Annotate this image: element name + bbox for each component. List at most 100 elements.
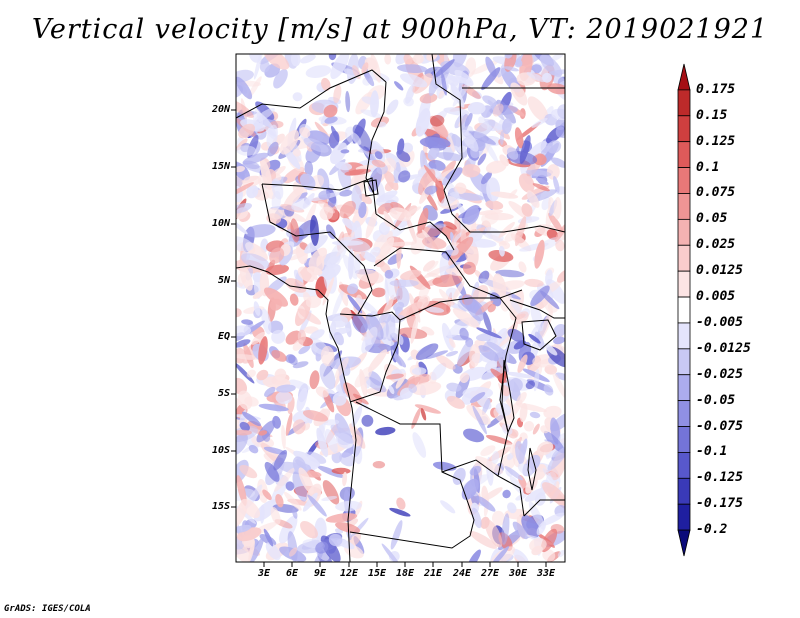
field-blob [495, 269, 525, 278]
field-blob [320, 345, 335, 367]
field-blob [457, 339, 473, 367]
field-blob [443, 221, 457, 230]
field-blob [275, 391, 293, 405]
field-blob [428, 159, 446, 171]
field-blob [292, 148, 302, 157]
field-blob [445, 268, 465, 277]
field-blob [394, 81, 404, 91]
field-blob [446, 382, 462, 392]
field-blob [384, 279, 389, 306]
field-blob [423, 164, 442, 189]
field-blob [292, 471, 308, 502]
field-blob [539, 310, 553, 341]
field-blob [453, 192, 484, 201]
field-blob [477, 209, 504, 216]
field-blob [502, 489, 511, 499]
field-blob [244, 224, 276, 238]
field-blob [507, 502, 517, 514]
field-blob [547, 140, 562, 154]
field-blob [371, 287, 386, 298]
field-blob [240, 253, 270, 270]
field-blob [389, 279, 419, 287]
field-blob [547, 446, 565, 471]
field-blob [370, 90, 379, 118]
field-blob [352, 124, 372, 152]
field-blob [430, 115, 445, 127]
field-blob [502, 118, 512, 135]
field-blob [535, 177, 549, 185]
field-blob [542, 72, 552, 83]
field-blob [374, 259, 385, 268]
field-blob [271, 349, 287, 362]
field-blob [453, 232, 464, 244]
field-blob [484, 519, 503, 548]
field-blob [374, 151, 383, 160]
lon-label-18e: 18E [395, 568, 415, 579]
field-blob [446, 395, 465, 409]
field-blob [293, 450, 321, 467]
border-mozambique [523, 499, 565, 517]
field-blob [317, 465, 345, 478]
field-blob [333, 84, 342, 104]
colorbar-label: -0.05 [696, 392, 736, 408]
field-blob [291, 197, 312, 211]
borders [236, 54, 565, 562]
field-blob [462, 386, 494, 400]
field-blob [485, 200, 504, 210]
field-blob [315, 276, 328, 299]
field-blob [469, 465, 482, 476]
field-blob [501, 513, 510, 545]
field-blob [472, 284, 489, 304]
field-blob [239, 421, 250, 432]
field-blob [553, 196, 562, 220]
colorbar-cell [677, 348, 691, 376]
colorbar-label: -0.075 [696, 418, 743, 434]
colorbar-cell [677, 270, 691, 298]
field-blob [236, 145, 257, 156]
field-blob [345, 90, 351, 113]
field-blob [302, 410, 329, 422]
field-blob [236, 339, 251, 348]
field-blob [506, 371, 533, 379]
field-blob [354, 366, 373, 388]
field-blob [262, 489, 272, 501]
field-blob [466, 549, 481, 562]
field-blob [407, 206, 422, 216]
border-angola [349, 401, 475, 549]
colorbar-label: 0.125 [696, 133, 736, 149]
field-blob [539, 54, 563, 77]
field-blob [248, 444, 259, 454]
lat-label-15n: 15N [211, 161, 230, 172]
field-blob [499, 335, 512, 347]
field-blob [452, 80, 471, 107]
field-blob [236, 325, 252, 337]
lon-label-3e: 3E [257, 568, 271, 579]
field-blob [292, 419, 306, 435]
field-blob [313, 549, 324, 562]
field-blob [283, 491, 302, 511]
field-blob [239, 465, 258, 479]
field-blob [405, 84, 415, 104]
field-blob [334, 161, 353, 171]
field-blob [285, 412, 293, 436]
field-blob [422, 260, 436, 272]
field-blob [402, 142, 414, 153]
field-blob [369, 246, 381, 258]
field-blob [372, 460, 386, 469]
field-blob [548, 212, 564, 234]
field-blob [526, 190, 540, 208]
field-blob [242, 411, 261, 427]
field-blob [397, 64, 428, 74]
field-blob [508, 296, 524, 318]
field-blob [339, 189, 353, 197]
field-blob [540, 512, 565, 526]
field-blob [441, 176, 460, 201]
field-blob [281, 424, 286, 450]
field-blob [350, 132, 362, 145]
field-blob [397, 138, 405, 155]
lakes [363, 179, 557, 491]
border-zambia [441, 459, 525, 517]
field-blob [324, 116, 338, 124]
field-blob [246, 184, 259, 199]
